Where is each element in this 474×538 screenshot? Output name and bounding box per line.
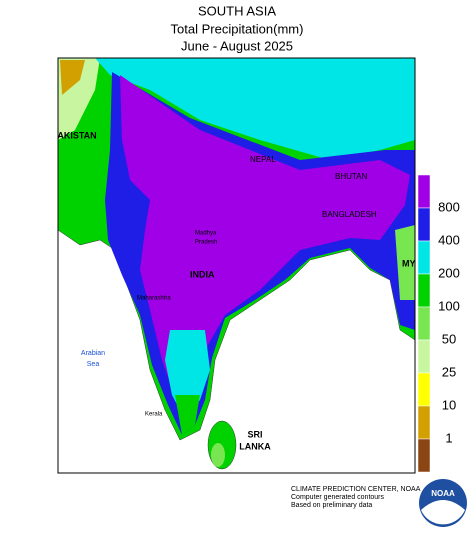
footer-line: Based on preliminary data (291, 502, 372, 509)
legend-label: 10 (442, 397, 456, 412)
period: June - August 2025 (181, 38, 293, 53)
legend-label: 200 (438, 265, 460, 280)
country-label: BHUTAN (335, 172, 368, 181)
legend-label: 50 (442, 331, 456, 346)
country-label: INDIA (190, 269, 215, 279)
country-label: BANGLADESH (322, 210, 377, 219)
country-label: NEPAL (250, 155, 276, 164)
region-title: SOUTH ASIA (198, 3, 276, 18)
country-label: MY (402, 258, 416, 268)
map: PAKISTAN NEPAL BHUTAN BANGLADESH INDIA M… (52, 58, 416, 473)
legend-swatch (417, 207, 431, 242)
legend-label: 1 (445, 430, 452, 445)
legend-label: 100 (438, 298, 460, 313)
country-label: SRI (247, 429, 262, 439)
footer-line: Computer generated contours (291, 494, 384, 501)
legend-swatch (417, 438, 431, 473)
legend-swatch (417, 372, 431, 407)
sea-label: Sea (87, 361, 100, 368)
country-label: LANKA (239, 441, 271, 451)
state-label: Maharashtra (137, 296, 171, 302)
legend-swatch (417, 240, 431, 275)
footer-line: CLIMATE PREDICTION CENTER, NOAA (291, 486, 421, 493)
legend-swatch (417, 306, 431, 341)
legend: 800 400 200 100 50 25 10 1 (417, 174, 460, 473)
noaa-logo-text: NOAA (431, 489, 455, 498)
map-frame (57, 57, 416, 474)
noaa-logo-wave (421, 500, 465, 525)
legend-swatch (417, 273, 431, 308)
legend-label: 400 (438, 232, 460, 247)
state-label: Kerala (145, 412, 163, 418)
map-title: Total Precipitation(mm) (171, 21, 304, 36)
legend-label: 25 (442, 364, 456, 379)
legend-swatch (417, 339, 431, 374)
legend-swatch (417, 405, 431, 440)
legend-swatch (417, 174, 431, 209)
state-label: Madhya (195, 231, 217, 237)
country-label: PAKISTAN (52, 130, 97, 140)
state-label: Pradesh (195, 240, 217, 246)
sea-label: Arabian (81, 350, 105, 357)
legend-label: 800 (438, 199, 460, 214)
